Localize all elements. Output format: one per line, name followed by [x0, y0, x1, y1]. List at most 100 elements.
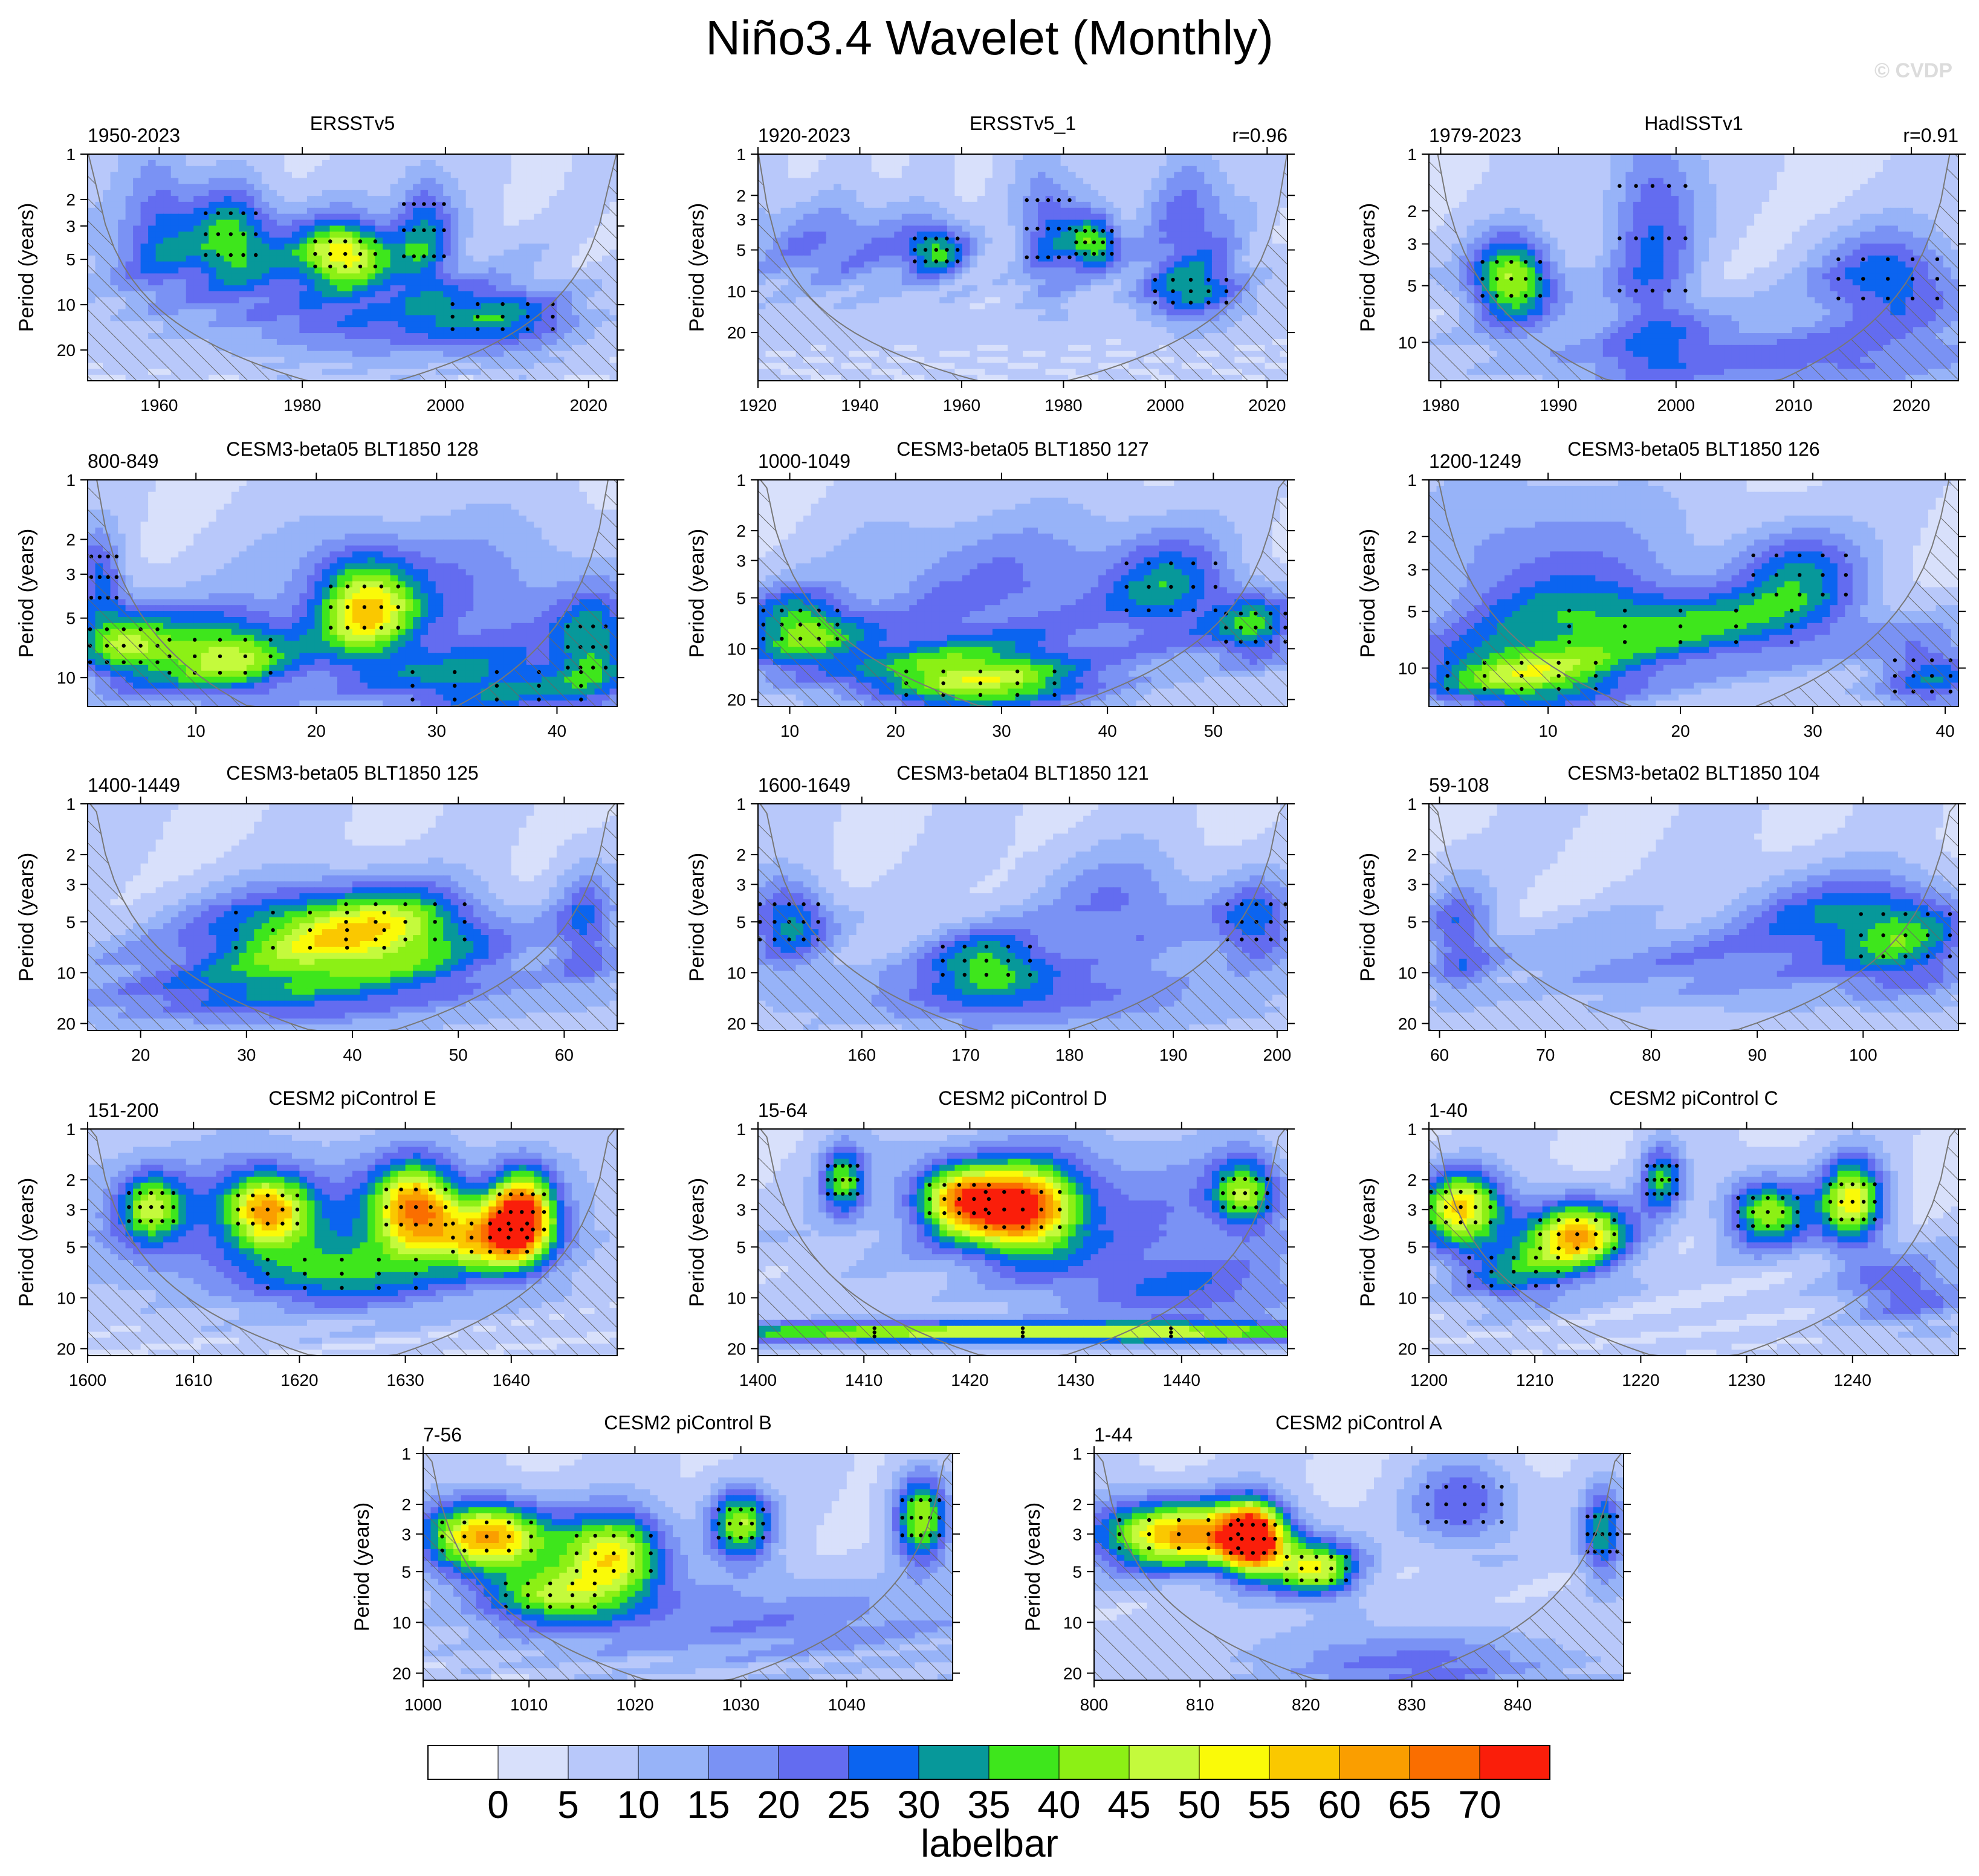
power-cell: [1008, 338, 1016, 346]
power-cell: [420, 160, 429, 167]
power-cell: [95, 184, 103, 190]
power-cell: [299, 231, 308, 238]
power-cell: [1060, 166, 1069, 173]
power-cell: [1083, 291, 1092, 298]
power-cell: [473, 238, 482, 244]
power-cell: [1106, 297, 1114, 304]
power-cell: [345, 303, 353, 310]
power-cell: [186, 291, 194, 298]
power-cell: [1144, 297, 1152, 304]
power-cell: [375, 178, 383, 184]
power-cell: [901, 303, 910, 310]
power-cell: [788, 196, 797, 202]
power-cell: [586, 160, 595, 167]
power-cell: [306, 327, 315, 334]
power-cell: [1211, 291, 1220, 298]
power-cell: [909, 255, 918, 262]
power-cell: [209, 309, 217, 316]
power-cell: [811, 166, 819, 173]
power-cell: [420, 207, 429, 215]
power-cell: [428, 297, 436, 304]
power-cell: [780, 238, 789, 244]
power-cell: [1257, 184, 1265, 190]
power-cell: [246, 201, 254, 209]
power-cell: [954, 261, 963, 268]
power-cell: [216, 207, 224, 215]
power-cell: [1023, 321, 1031, 328]
power-cell: [1030, 291, 1038, 298]
power-cell: [541, 231, 549, 238]
power-cell: [443, 196, 452, 202]
power-cell: [871, 225, 879, 232]
power-cell: [383, 351, 391, 358]
significance-dot: [343, 251, 348, 256]
power-cell: [246, 213, 254, 221]
power-cell: [1159, 291, 1167, 298]
power-cell: [443, 333, 452, 340]
power-cell: [314, 338, 323, 346]
power-cell: [1219, 303, 1228, 310]
power-cell: [329, 219, 338, 227]
power-cell: [1159, 178, 1167, 184]
power-cell: [299, 303, 308, 310]
power-cell: [450, 357, 459, 363]
power-cell: [773, 196, 782, 202]
power-cell: [178, 255, 187, 262]
power-cell: [284, 297, 293, 304]
power-cell: [368, 327, 376, 334]
power-cell: [856, 219, 864, 227]
power-cell: [834, 285, 842, 292]
power-cell: [155, 261, 164, 268]
power-cell: [1068, 207, 1077, 215]
power-cell: [931, 273, 940, 280]
power-cell: [962, 315, 970, 322]
power-cell: [405, 196, 413, 202]
significance-dot: [216, 253, 221, 257]
power-cell: [375, 279, 383, 286]
power-cell: [345, 231, 353, 238]
power-cell: [375, 261, 383, 268]
power-cell: [534, 273, 542, 280]
power-cell: [261, 207, 270, 215]
power-cell: [1023, 160, 1031, 167]
power-cell: [1015, 184, 1023, 190]
power-cell: [299, 190, 308, 196]
power-cell: [216, 249, 224, 256]
power-cell: [1272, 172, 1281, 179]
power-cell: [413, 333, 421, 340]
power-cell: [1000, 172, 1008, 179]
power-cell: [435, 338, 444, 346]
power-cell: [811, 297, 819, 304]
power-cell: [1068, 184, 1077, 190]
power-cell: [360, 297, 368, 304]
power-cell: [871, 285, 879, 292]
power-cell: [163, 190, 172, 196]
power-cell: [1181, 190, 1190, 196]
power-cell: [125, 238, 134, 244]
power-cell: [1023, 190, 1031, 196]
power-cell: [360, 369, 368, 375]
power-cell: [1189, 154, 1197, 161]
power-cell: [428, 303, 436, 310]
power-cell: [1211, 279, 1220, 286]
power-cell: [1068, 327, 1077, 334]
power-cell: [549, 279, 557, 286]
power-cell: [496, 238, 504, 244]
power-cell: [962, 249, 970, 256]
power-cell: [299, 327, 308, 334]
power-cell: [375, 244, 383, 250]
power-cell: [299, 344, 308, 352]
power-cell: [511, 285, 519, 292]
power-cell: [186, 261, 194, 268]
power-cell: [1023, 261, 1031, 268]
power-cell: [420, 291, 429, 298]
power-cell: [780, 231, 789, 238]
power-cell: [526, 225, 534, 232]
power-cell: [239, 219, 247, 227]
power-cell: [383, 213, 391, 221]
power-cell: [231, 338, 239, 346]
power-cell: [1144, 261, 1152, 268]
power-cell: [1068, 190, 1077, 196]
power-cell: [337, 154, 346, 161]
power-cell: [886, 267, 895, 274]
